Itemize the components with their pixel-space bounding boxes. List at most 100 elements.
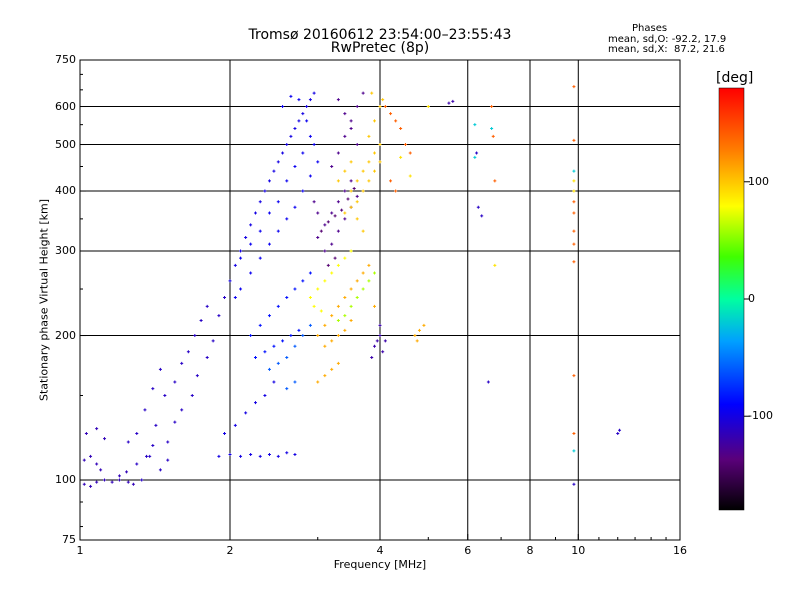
echo-point (103, 437, 107, 441)
echo-point (343, 169, 347, 173)
echo-point (95, 480, 99, 484)
x-tick-label: 4 (376, 544, 384, 557)
echo-point (117, 478, 121, 482)
plot-grid (80, 60, 680, 540)
echo-point (258, 454, 262, 458)
echo-point (355, 200, 359, 204)
echo-point (126, 440, 130, 444)
x-tick-label: 2 (226, 544, 234, 557)
echo-point (572, 211, 576, 215)
echo-point (476, 205, 480, 209)
echo-point (217, 314, 221, 318)
echo-point (281, 105, 285, 109)
echo-point (361, 271, 365, 275)
echo-point (263, 394, 267, 398)
echo-point (389, 112, 393, 116)
echo-point (323, 249, 327, 253)
echo-point (349, 287, 353, 291)
echo-point (381, 350, 385, 354)
echo-point (301, 279, 305, 283)
echo-point (361, 229, 365, 233)
echo-point (293, 380, 297, 384)
echo-point (258, 200, 262, 204)
echo-point (199, 318, 203, 322)
echo-point (378, 160, 382, 164)
echo-point (361, 189, 365, 193)
echo-point (413, 334, 417, 338)
echo-point (140, 478, 144, 482)
echo-point (355, 279, 359, 283)
echo-point (572, 189, 576, 193)
echo-point (336, 334, 340, 338)
echo-point (145, 454, 149, 458)
echo-point (330, 242, 334, 246)
echo-point (103, 478, 107, 482)
echo-point (349, 189, 353, 193)
echo-point (319, 229, 323, 233)
x-tick-label: 16 (673, 544, 687, 557)
y-axis-label: Stationary phase Virtual Height [km] (37, 198, 51, 402)
echo-point (378, 323, 382, 327)
echo-point (572, 432, 576, 436)
echo-point (355, 179, 359, 183)
y-tick-label: 75 (62, 533, 76, 546)
echo-point (399, 126, 403, 130)
echo-point (367, 263, 371, 267)
echo-point (572, 260, 576, 264)
echo-point (233, 263, 237, 267)
echo-point (84, 432, 88, 436)
echo-point (408, 174, 412, 178)
phase-stats-x: mean, sd,X: 87.2, 21.6 (608, 44, 725, 55)
echo-point (239, 287, 243, 291)
echo-point (343, 328, 347, 332)
echo-point (572, 374, 576, 378)
echo-point (618, 428, 622, 432)
y-tick-label: 400 (55, 184, 76, 198)
echo-point (117, 474, 121, 478)
echo-point (308, 323, 312, 327)
echo-point (616, 432, 620, 436)
echo-point (154, 423, 158, 427)
chart-subtitle: RwPretec (8p) (330, 40, 430, 56)
echo-point (195, 374, 199, 378)
echo-point (308, 271, 312, 275)
echo-point (244, 411, 248, 415)
echo-point (233, 296, 237, 300)
echo-point (285, 451, 289, 455)
echo-point (333, 214, 337, 218)
echo-point (228, 453, 232, 457)
echo-point (267, 453, 271, 457)
echo-point (349, 179, 353, 183)
echo-point (361, 91, 365, 95)
echo-point (253, 211, 257, 215)
echo-point (378, 143, 382, 147)
echo-point (422, 323, 426, 327)
echo-point (343, 134, 347, 138)
y-tick-label: 200 (55, 328, 76, 342)
echo-point (373, 271, 377, 275)
echo-point (223, 432, 227, 436)
echo-point (316, 211, 320, 215)
echo-point (319, 309, 323, 313)
echo-point (285, 143, 289, 147)
echo-point (148, 454, 152, 458)
echo-point (370, 91, 374, 95)
echo-point (323, 323, 327, 327)
echo-point (285, 355, 289, 359)
echo-point (217, 454, 221, 458)
echo-point (343, 112, 347, 116)
echo-point (316, 334, 320, 338)
echo-point (323, 344, 327, 348)
echo-point (267, 242, 271, 246)
echo-point (125, 470, 129, 474)
echo-point (349, 160, 353, 164)
echo-point (297, 328, 301, 332)
echo-point (253, 401, 257, 405)
echo-point (258, 323, 262, 327)
echo-point (305, 105, 309, 109)
echo-point (355, 296, 359, 300)
echo-point (415, 339, 419, 343)
echo-point (276, 200, 280, 204)
echo-point (336, 98, 340, 102)
echo-point (285, 387, 289, 391)
